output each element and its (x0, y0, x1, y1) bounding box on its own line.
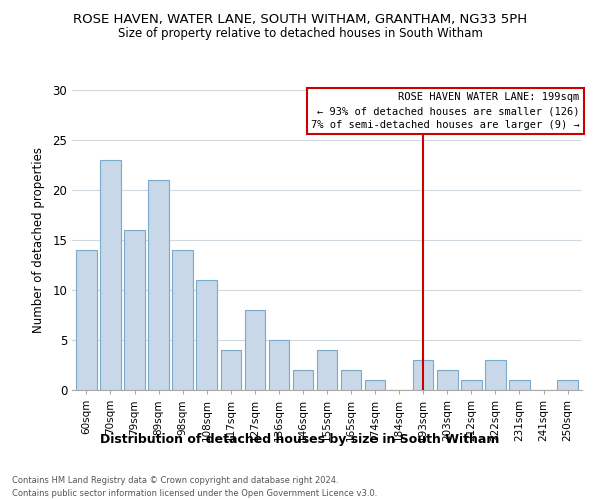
Text: ROSE HAVEN, WATER LANE, SOUTH WITHAM, GRANTHAM, NG33 5PH: ROSE HAVEN, WATER LANE, SOUTH WITHAM, GR… (73, 12, 527, 26)
Bar (365, 380, 385, 390)
Text: Contains public sector information licensed under the Open Government Licence v3: Contains public sector information licen… (12, 489, 377, 498)
Text: ROSE HAVEN WATER LANE: 199sqm
← 93% of detached houses are smaller (126)
7% of s: ROSE HAVEN WATER LANE: 199sqm ← 93% of d… (311, 92, 580, 130)
Bar (461, 380, 482, 390)
Text: Contains HM Land Registry data © Crown copyright and database right 2024.: Contains HM Land Registry data © Crown c… (12, 476, 338, 485)
Bar (196, 280, 217, 390)
Bar (148, 180, 169, 390)
Y-axis label: Number of detached properties: Number of detached properties (32, 147, 46, 333)
Bar (437, 370, 458, 390)
Bar (76, 250, 97, 390)
Bar (293, 370, 313, 390)
Bar (269, 340, 289, 390)
Bar (317, 350, 337, 390)
Bar (172, 250, 193, 390)
Bar (557, 380, 578, 390)
Text: Size of property relative to detached houses in South Witham: Size of property relative to detached ho… (118, 28, 482, 40)
Bar (413, 360, 433, 390)
Bar (341, 370, 361, 390)
Bar (245, 310, 265, 390)
Bar (124, 230, 145, 390)
Bar (509, 380, 530, 390)
Bar (221, 350, 241, 390)
Text: Distribution of detached houses by size in South Witham: Distribution of detached houses by size … (100, 432, 500, 446)
Bar (100, 160, 121, 390)
Bar (485, 360, 506, 390)
